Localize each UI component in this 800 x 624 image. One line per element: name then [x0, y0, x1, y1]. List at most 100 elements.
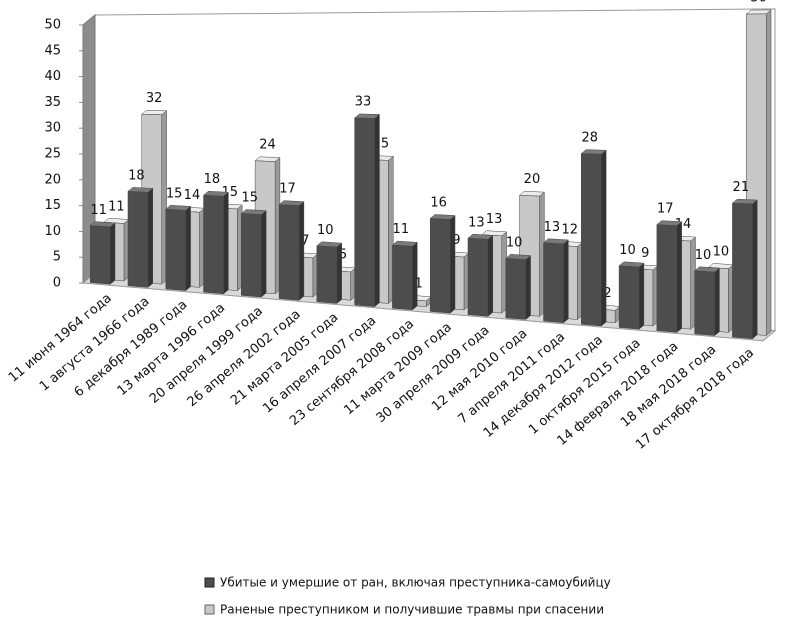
bar-side — [223, 191, 229, 295]
bar-3d — [542, 238, 569, 324]
y-tick-label: 0 — [53, 276, 61, 291]
data-label: 10 — [506, 235, 523, 250]
data-label: 12 — [561, 222, 578, 237]
bar-3d — [656, 220, 683, 333]
y-tick-label: 40 — [44, 69, 61, 84]
y-tick-label: 45 — [44, 43, 61, 58]
bar — [316, 245, 338, 304]
data-label: 18 — [204, 172, 221, 187]
data-label: 33 — [355, 95, 372, 110]
bar — [694, 270, 715, 336]
bar-side — [336, 242, 342, 305]
bar — [127, 191, 149, 288]
data-label: 11 — [393, 222, 410, 237]
data-label: 10 — [619, 243, 636, 258]
data-label: 32 — [146, 91, 163, 106]
bar-side — [449, 215, 456, 314]
bar — [732, 202, 753, 340]
y-tick-label: 25 — [44, 147, 61, 162]
bar-side — [525, 255, 531, 321]
bar-3d — [618, 261, 645, 330]
bar-side — [412, 241, 418, 311]
bar-side — [298, 201, 305, 301]
y-tick-label: 35 — [44, 95, 61, 110]
data-label: 9 — [641, 246, 649, 261]
data-label: 13 — [468, 215, 485, 230]
data-label: 13 — [544, 220, 561, 235]
bar — [89, 225, 111, 285]
bar — [467, 237, 489, 317]
bar-side — [374, 113, 380, 308]
y-tick-label: 30 — [44, 121, 61, 136]
data-label: 15 — [166, 186, 183, 201]
bar — [241, 213, 262, 298]
data-label: 17 — [279, 182, 296, 197]
bar — [278, 204, 300, 301]
bar — [618, 265, 640, 330]
data-label: 2 — [603, 286, 611, 301]
bar-side — [185, 205, 191, 292]
bar-top — [353, 113, 381, 119]
bar-side — [261, 210, 267, 298]
bar-side — [714, 267, 720, 337]
data-label: 10 — [713, 245, 730, 260]
data-label: 5 — [339, 248, 347, 263]
data-label: 24 — [259, 138, 276, 153]
bar-3d — [731, 198, 758, 340]
bar-side — [563, 239, 569, 324]
y-tick-label: 50 — [44, 18, 61, 33]
legend-swatch — [204, 577, 215, 588]
bar-side — [487, 234, 494, 317]
bar-top — [141, 109, 168, 115]
data-label: 18 — [128, 168, 145, 183]
bar — [354, 117, 375, 307]
data-label: 1 — [414, 277, 422, 292]
y-tick-label: 5 — [53, 250, 61, 265]
y-tick-label: 10 — [44, 224, 61, 239]
bar-3d — [429, 214, 456, 314]
data-label: 9 — [452, 233, 460, 248]
bar — [581, 153, 602, 327]
bar-3d — [694, 266, 721, 337]
bar-3d — [580, 149, 607, 327]
bar-3d — [353, 113, 381, 308]
data-label: 10 — [695, 248, 712, 263]
bar-3d — [391, 240, 418, 311]
bar — [429, 218, 451, 314]
bar-3d — [467, 233, 494, 317]
y-tick-label: 15 — [44, 198, 61, 213]
bar-side — [676, 221, 682, 333]
bar-side — [601, 149, 607, 327]
bar — [165, 208, 187, 291]
y-tick-label: 20 — [44, 172, 61, 187]
data-label: 7 — [301, 234, 309, 249]
bar-side — [638, 262, 645, 330]
data-label: 21 — [733, 180, 750, 195]
legend-swatch — [204, 604, 215, 615]
bar-side — [765, 9, 772, 337]
bar-3d — [127, 187, 154, 288]
data-label: 13 — [486, 212, 503, 227]
data-label: 20 — [524, 172, 541, 187]
bar — [543, 242, 564, 324]
data-label: 17 — [657, 202, 674, 217]
bar-side — [109, 222, 116, 285]
data-label: 14 — [184, 188, 201, 203]
legend-label: Раненые преступником и получившие травмы… — [220, 603, 604, 617]
data-label: 11 — [90, 203, 107, 218]
bar-side — [147, 187, 154, 288]
bar — [203, 194, 224, 295]
data-label: 28 — [581, 130, 598, 145]
data-label: 50 — [750, 0, 767, 5]
bar — [505, 258, 527, 320]
bar-3d — [316, 241, 343, 305]
bar-3d — [278, 200, 305, 301]
data-label: 10 — [317, 223, 334, 238]
bar — [392, 244, 413, 311]
bar-3d — [89, 221, 116, 285]
bar-3d — [202, 190, 229, 295]
legend: Убитые и умершие от ран, включая преступ… — [204, 576, 611, 617]
bar-3d — [240, 209, 267, 298]
bar-3d — [165, 204, 192, 292]
